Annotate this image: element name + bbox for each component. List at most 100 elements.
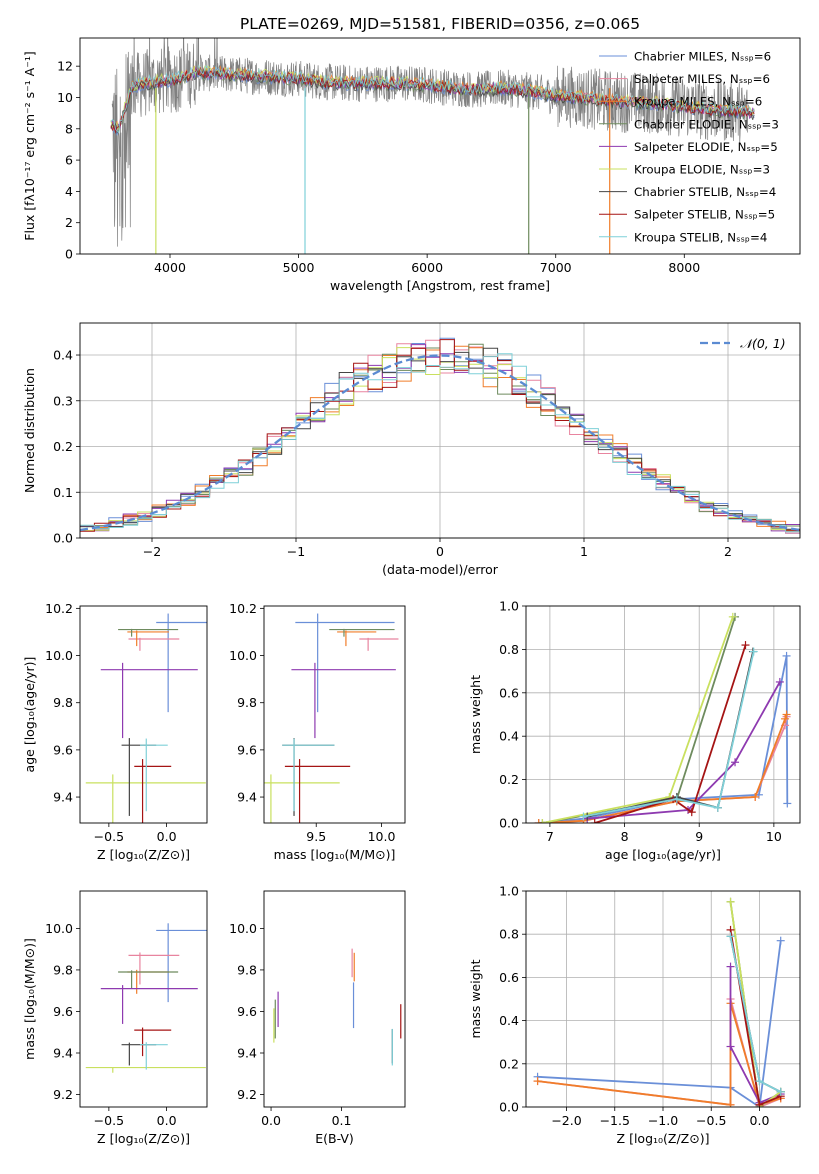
plot-area — [110, 38, 755, 254]
weight-marker — [781, 714, 790, 723]
errorbar-point-6 — [282, 738, 335, 816]
x-axis-label: mass [log₁₀(M/M⊙)] — [274, 847, 396, 862]
y-axis-label: age [log₁₀(age/yr)] — [22, 657, 37, 773]
plot-area — [85, 613, 207, 823]
legend-label: Chabrier MILES, Nₛₛₚ=6 — [634, 50, 771, 64]
weight-line-2 — [538, 714, 788, 823]
x-tick-label: 8000 — [668, 260, 700, 275]
x-axis-label: wavelength [Angstrom, rest frame] — [330, 278, 550, 293]
x-tick-label: −0.5 — [94, 1113, 124, 1128]
errorbar-point-3 — [118, 628, 179, 637]
y-tick-label: 1.0 — [499, 884, 519, 899]
model-spectrum-8 — [110, 64, 755, 134]
normal-reference-curve — [80, 354, 800, 532]
errorbar-point-0 — [156, 923, 207, 1003]
y-tick-label: 0.0 — [499, 1100, 519, 1115]
weight-line-8 — [583, 651, 755, 818]
y-tick-label: 4 — [65, 184, 73, 199]
y-tick-label: 0.6 — [499, 685, 519, 700]
errorbar-point-6 — [121, 1042, 157, 1066]
y-tick-label: 10.0 — [229, 648, 257, 663]
axes-frame — [525, 605, 801, 824]
y-tick-label: 2 — [65, 215, 73, 230]
plot-area — [534, 612, 792, 823]
weight-marker — [782, 651, 791, 660]
x-tick-label: −1.5 — [600, 1113, 630, 1128]
y-tick-label: 0.1 — [53, 485, 73, 500]
legend: 𝒩(0, 1) — [700, 336, 786, 351]
axes-frame — [79, 605, 208, 824]
legend: Chabrier MILES, Nₛₛₚ=6 Salpeter MILES, Nₛ… — [599, 50, 779, 244]
weight-marker — [776, 1087, 785, 1096]
y-tick-label: 1.0 — [499, 599, 519, 614]
weight-marker — [755, 1077, 764, 1086]
errorbar-point-6 — [121, 738, 157, 816]
weight-line-0 — [537, 940, 782, 1107]
x-tick-label: 7000 — [540, 260, 572, 275]
x-tick-label: 9.5 — [306, 829, 326, 844]
errorbar-point-3 — [118, 970, 179, 989]
x-tick-label: −2.0 — [551, 1113, 581, 1128]
legend-label: Kroupa MILES, Nₛₛₚ=6 — [634, 95, 762, 109]
panel-age-vs-Z: −0.5 0.0 9.4 9.6 9.8 10.0 10.2 Z [log₁₀(Z/Z⊙)] a… — [22, 601, 208, 862]
errorbar-point-5 — [264, 774, 340, 823]
y-tick-label: 9.6 — [237, 742, 257, 757]
legend-label: Salpeter MILES, Nₛₛₚ=6 — [634, 72, 770, 86]
weight-marker — [726, 932, 735, 941]
errorbar-point-4 — [291, 662, 396, 739]
errorbar-point-0 — [156, 613, 207, 713]
errorbar-point-8 — [140, 1042, 168, 1070]
x-tick-label: 9 — [695, 829, 703, 844]
weight-marker — [533, 1077, 542, 1086]
y-tick-label: 0.0 — [53, 531, 73, 546]
y-tick-label: 9.8 — [53, 695, 73, 710]
x-tick-label: 0.1 — [332, 1113, 352, 1128]
panel-mass-vs-ebv: 0.0 0.1 9.2 9.4 9.6 9.8 10.0 E(B-V) — [229, 890, 406, 1146]
y-tick-label: 9.6 — [53, 1004, 73, 1019]
weight-marker — [713, 803, 722, 812]
legend-label: Salpeter ELODIE, Nₛₛₚ=5 — [634, 140, 778, 154]
weight-line-1 — [538, 716, 788, 823]
x-tick-label: 0.0 — [157, 829, 177, 844]
errorbar-point-7 — [134, 759, 172, 823]
y-tick-label: 8 — [65, 121, 73, 136]
errorbar-point-1 — [128, 952, 180, 985]
weight-line-4 — [587, 681, 781, 820]
weight-marker — [590, 819, 599, 823]
y-tick-label: 0.4 — [53, 348, 73, 363]
x-axis-label: Z [log₁₀(Z/Z⊙)] — [617, 1131, 710, 1146]
weight-marker — [755, 1100, 764, 1107]
x-tick-label: 7 — [546, 829, 554, 844]
weight-line-5 — [542, 616, 734, 823]
y-tick-label: 6 — [65, 153, 73, 168]
errorbar-point-3 — [329, 628, 395, 637]
weight-line-5 — [729, 901, 782, 1107]
histogram-8 — [80, 353, 800, 533]
x-tick-label: −1 — [287, 544, 305, 559]
axes-frame — [263, 605, 406, 824]
legend-label: Chabrier STELIB, Nₛₛₚ=4 — [634, 185, 776, 199]
weight-marker — [749, 647, 758, 656]
weight-marker — [782, 710, 791, 719]
y-tick-label: 9.2 — [237, 1087, 257, 1102]
y-tick-label: 9.4 — [53, 1046, 73, 1061]
plot-area — [85, 923, 207, 1073]
weight-marker — [783, 799, 792, 808]
y-axis-label: mass weight — [468, 959, 483, 1038]
x-tick-label: 10 — [766, 829, 782, 844]
x-tick-label: 8 — [621, 829, 629, 844]
x-axis-label: (data-model)/error — [382, 562, 499, 577]
histogram-5 — [80, 347, 800, 532]
weight-marker — [672, 795, 681, 804]
x-tick-label: −0.5 — [696, 1113, 726, 1128]
y-tick-label: 0.3 — [53, 393, 73, 408]
weight-marker — [775, 677, 784, 686]
weight-marker — [579, 812, 588, 821]
y-tick-label: 9.4 — [237, 1046, 257, 1061]
errorbar-point-2 — [337, 630, 377, 647]
y-tick-label: 9.6 — [53, 742, 73, 757]
plot-area — [264, 613, 399, 823]
x-tick-label: 0.0 — [750, 1113, 770, 1128]
